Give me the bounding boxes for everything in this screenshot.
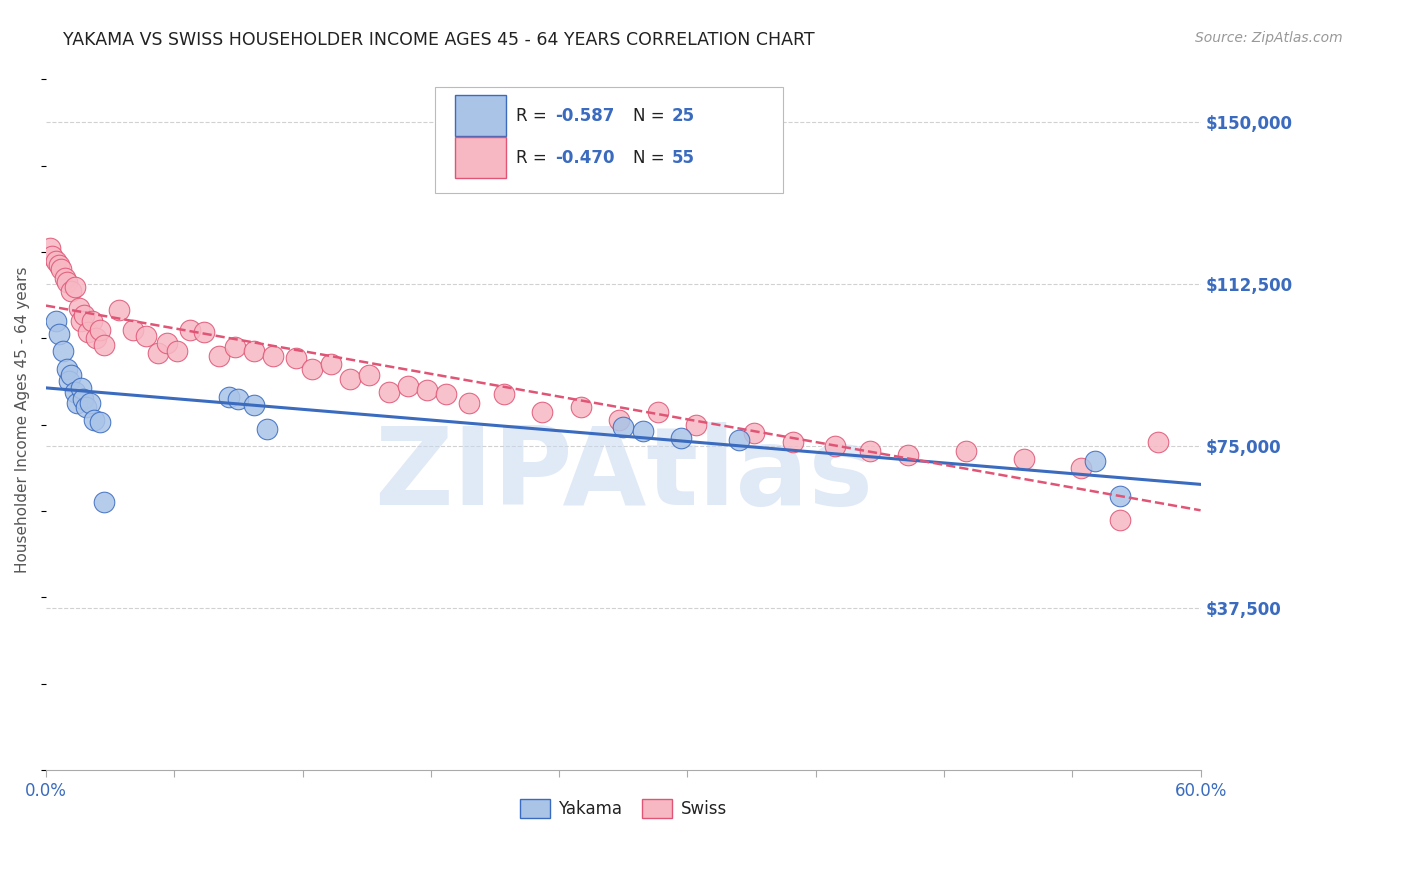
Point bbox=[89, 323, 111, 337]
Point bbox=[339, 372, 361, 386]
Point bbox=[179, 323, 201, 337]
Text: -0.587: -0.587 bbox=[555, 106, 614, 125]
Point bbox=[262, 349, 284, 363]
Point bbox=[458, 396, 481, 410]
Text: N =: N = bbox=[633, 149, 669, 167]
Point bbox=[45, 253, 67, 268]
Y-axis label: Householder Income Ages 45 - 64 years: Householder Income Ages 45 - 64 years bbox=[15, 266, 30, 573]
Point bbox=[75, 401, 97, 415]
Point bbox=[67, 301, 90, 315]
Point bbox=[1084, 454, 1107, 468]
Point bbox=[434, 387, 457, 401]
Point bbox=[63, 385, 86, 400]
Point bbox=[685, 417, 707, 432]
Point bbox=[82, 314, 104, 328]
Point bbox=[285, 351, 308, 365]
Point bbox=[228, 392, 250, 406]
Point bbox=[51, 262, 73, 277]
Point bbox=[224, 340, 246, 354]
Point bbox=[256, 422, 278, 436]
Point bbox=[824, 439, 846, 453]
Point bbox=[83, 413, 105, 427]
Point bbox=[377, 385, 399, 400]
Point bbox=[41, 249, 63, 263]
FancyBboxPatch shape bbox=[454, 95, 506, 136]
Point bbox=[93, 338, 115, 352]
Point bbox=[38, 241, 60, 255]
Point bbox=[492, 387, 515, 401]
FancyBboxPatch shape bbox=[434, 87, 783, 194]
Point bbox=[569, 401, 592, 415]
Point bbox=[59, 284, 82, 298]
Point bbox=[669, 431, 692, 445]
Point bbox=[72, 392, 94, 406]
Text: Source: ZipAtlas.com: Source: ZipAtlas.com bbox=[1195, 31, 1343, 45]
Legend: Yakama, Swiss: Yakama, Swiss bbox=[513, 792, 734, 825]
Point bbox=[73, 308, 96, 322]
Point bbox=[955, 443, 977, 458]
Point bbox=[243, 344, 266, 359]
Point bbox=[396, 379, 419, 393]
Point bbox=[63, 279, 86, 293]
Point bbox=[647, 405, 669, 419]
Point bbox=[193, 325, 215, 339]
Point bbox=[727, 433, 749, 447]
Point bbox=[1108, 489, 1130, 503]
Point bbox=[48, 258, 70, 272]
FancyBboxPatch shape bbox=[454, 137, 506, 178]
Point bbox=[93, 495, 115, 509]
Point bbox=[135, 329, 157, 343]
Point bbox=[48, 326, 70, 341]
Point bbox=[1012, 452, 1035, 467]
Point bbox=[897, 448, 920, 462]
Point bbox=[359, 368, 381, 382]
Point bbox=[631, 424, 654, 438]
Point bbox=[66, 396, 89, 410]
Point bbox=[319, 357, 342, 371]
Point bbox=[218, 390, 240, 404]
Point bbox=[108, 303, 131, 318]
Point bbox=[77, 325, 100, 339]
Point bbox=[146, 346, 169, 360]
Point bbox=[121, 323, 143, 337]
Point bbox=[52, 344, 75, 359]
Text: N =: N = bbox=[633, 106, 669, 125]
Point bbox=[156, 335, 179, 350]
Point bbox=[1070, 460, 1092, 475]
Point bbox=[531, 405, 554, 419]
Text: 55: 55 bbox=[672, 149, 695, 167]
Point bbox=[59, 368, 82, 382]
Point bbox=[782, 434, 804, 449]
Point bbox=[1108, 513, 1130, 527]
Point bbox=[416, 383, 439, 397]
Point bbox=[56, 275, 79, 289]
Point bbox=[79, 396, 101, 410]
Point bbox=[208, 349, 231, 363]
Point bbox=[84, 331, 107, 345]
Point bbox=[89, 416, 111, 430]
Point bbox=[53, 271, 76, 285]
Point bbox=[166, 344, 188, 359]
Text: -0.470: -0.470 bbox=[555, 149, 614, 167]
Point bbox=[56, 361, 79, 376]
Point bbox=[69, 381, 91, 395]
Point bbox=[58, 375, 80, 389]
Point bbox=[45, 314, 67, 328]
Point bbox=[742, 426, 765, 441]
Text: R =: R = bbox=[516, 149, 553, 167]
Point bbox=[243, 398, 266, 412]
Text: R =: R = bbox=[516, 106, 553, 125]
Text: 25: 25 bbox=[672, 106, 695, 125]
Point bbox=[1147, 434, 1170, 449]
Text: YAKAMA VS SWISS HOUSEHOLDER INCOME AGES 45 - 64 YEARS CORRELATION CHART: YAKAMA VS SWISS HOUSEHOLDER INCOME AGES … bbox=[63, 31, 815, 49]
Text: ZIPAtlas: ZIPAtlas bbox=[374, 423, 873, 528]
Point bbox=[609, 413, 631, 427]
Point bbox=[858, 443, 880, 458]
Point bbox=[612, 419, 634, 434]
Point bbox=[69, 314, 91, 328]
Point bbox=[301, 361, 323, 376]
